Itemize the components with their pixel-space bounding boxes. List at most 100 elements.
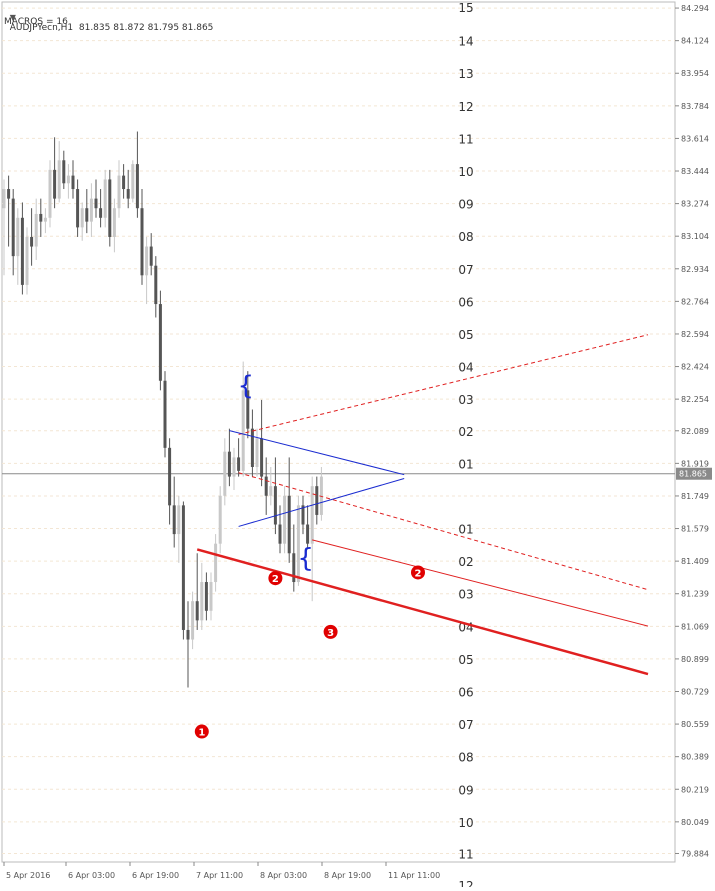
symbol-ohlc-label: AUDJPYecn,H1 81.835 81.872 81.795 81.865 <box>9 23 214 33</box>
level-label: 15 <box>458 1 473 15</box>
marker-label: 3 <box>327 628 334 639</box>
trendline-triangle-bottom <box>238 478 405 527</box>
level-label: 12 <box>458 879 473 887</box>
candle-body <box>2 189 6 209</box>
y-tick-label: 79.884 <box>681 849 709 858</box>
candle-body <box>246 390 250 429</box>
candle-body <box>214 543 218 583</box>
plot-frame <box>1 1 676 863</box>
candle-body <box>172 505 176 535</box>
candle-body <box>315 486 319 515</box>
level-label: 05 <box>458 653 473 667</box>
marker-circle <box>194 724 209 739</box>
y-tick-label: 82.764 <box>681 297 709 306</box>
candle-body <box>103 179 107 218</box>
candle-body <box>53 169 57 199</box>
brace-marker: { <box>297 544 314 574</box>
y-tick-label: 84.294 <box>681 4 709 13</box>
candle-body <box>145 246 149 276</box>
candle-body <box>287 495 291 554</box>
candle-body <box>168 447 172 506</box>
marker-circle <box>411 565 425 580</box>
candle-body <box>43 217 47 222</box>
candle-body <box>99 208 103 218</box>
candle-body <box>85 208 89 222</box>
candle-body <box>89 198 93 222</box>
candle-body <box>177 505 181 535</box>
trendline-channel-thick <box>196 548 649 676</box>
candle-body <box>278 524 282 544</box>
candle-body <box>195 601 199 621</box>
level-label: 03 <box>458 393 473 407</box>
level-label: 02 <box>458 555 473 569</box>
candle-body <box>306 524 310 544</box>
level-label: 07 <box>458 263 473 277</box>
candle-body <box>227 451 231 477</box>
candle-body <box>310 486 314 544</box>
y-tick-label: 82.089 <box>681 427 709 436</box>
y-tick-label: 80.899 <box>681 655 709 664</box>
level-label: 10 <box>458 165 473 179</box>
level-label: 11 <box>458 847 473 861</box>
candle-body <box>11 198 15 257</box>
y-tick-label: 80.559 <box>681 720 709 729</box>
candle-body <box>66 175 70 184</box>
candle-body <box>39 213 43 222</box>
candle-body <box>186 629 190 640</box>
current-price-label: 81.865 <box>679 470 707 479</box>
candle-body <box>223 451 227 496</box>
y-tick-label: 84.124 <box>681 37 709 46</box>
candle-body <box>264 476 268 496</box>
triangle-down-icon[interactable]: ▼ <box>9 13 16 22</box>
candle-body <box>200 582 204 621</box>
candle-body <box>71 175 75 190</box>
candle-body <box>30 236 34 247</box>
y-tick-label: 80.729 <box>681 687 709 696</box>
y-tick-label: 81.919 <box>681 459 709 468</box>
y-tick-label: 83.614 <box>681 134 709 143</box>
candle-body <box>57 160 61 199</box>
level-label: 06 <box>458 295 473 309</box>
level-label: 09 <box>458 198 473 212</box>
trendline-channel-upper-dotted <box>238 334 649 435</box>
chart-header: ▼ AUDJPYecn,H1 81.835 81.872 81.795 81.8… <box>4 3 214 33</box>
y-tick-label: 81.409 <box>681 557 709 566</box>
candle-body <box>191 601 195 640</box>
candle-body <box>269 486 273 496</box>
candle-body <box>7 189 11 199</box>
level-label: 12 <box>458 100 473 114</box>
candle-body <box>135 164 139 209</box>
candle-body <box>80 208 84 228</box>
candle-body <box>283 495 287 544</box>
level-label: 14 <box>458 35 473 49</box>
y-tick-label: 80.219 <box>681 785 709 794</box>
level-label: 09 <box>458 783 473 797</box>
y-tick-label: 80.389 <box>681 753 709 762</box>
candle-body <box>76 189 80 228</box>
y-tick-label: 81.239 <box>681 590 709 599</box>
level-label: 01 <box>458 457 473 471</box>
level-label: 11 <box>458 132 473 146</box>
x-tick-label: 8 Apr 19:00 <box>324 871 371 880</box>
x-tick-label: 6 Apr 03:00 <box>68 871 115 880</box>
candle-body <box>292 553 296 583</box>
y-tick-label: 83.104 <box>681 232 709 241</box>
level-label: 07 <box>458 718 473 732</box>
candle-body <box>218 495 222 544</box>
candle-body <box>48 169 52 218</box>
candle-body <box>163 380 167 448</box>
level-label: 02 <box>458 425 473 439</box>
y-tick-label: 80.049 <box>681 818 709 827</box>
candle-body <box>126 189 130 199</box>
indicator-label: MACROS = 16 <box>4 17 68 27</box>
candle-body <box>296 505 300 583</box>
y-tick-label: 83.954 <box>681 69 709 78</box>
candle-body <box>154 265 158 305</box>
y-tick-label: 82.424 <box>681 363 709 372</box>
candle-body <box>273 486 277 525</box>
x-tick-label: 6 Apr 19:00 <box>132 871 179 880</box>
marker-label: 2 <box>415 568 422 579</box>
x-tick-label: 7 Apr 11:00 <box>196 871 243 880</box>
